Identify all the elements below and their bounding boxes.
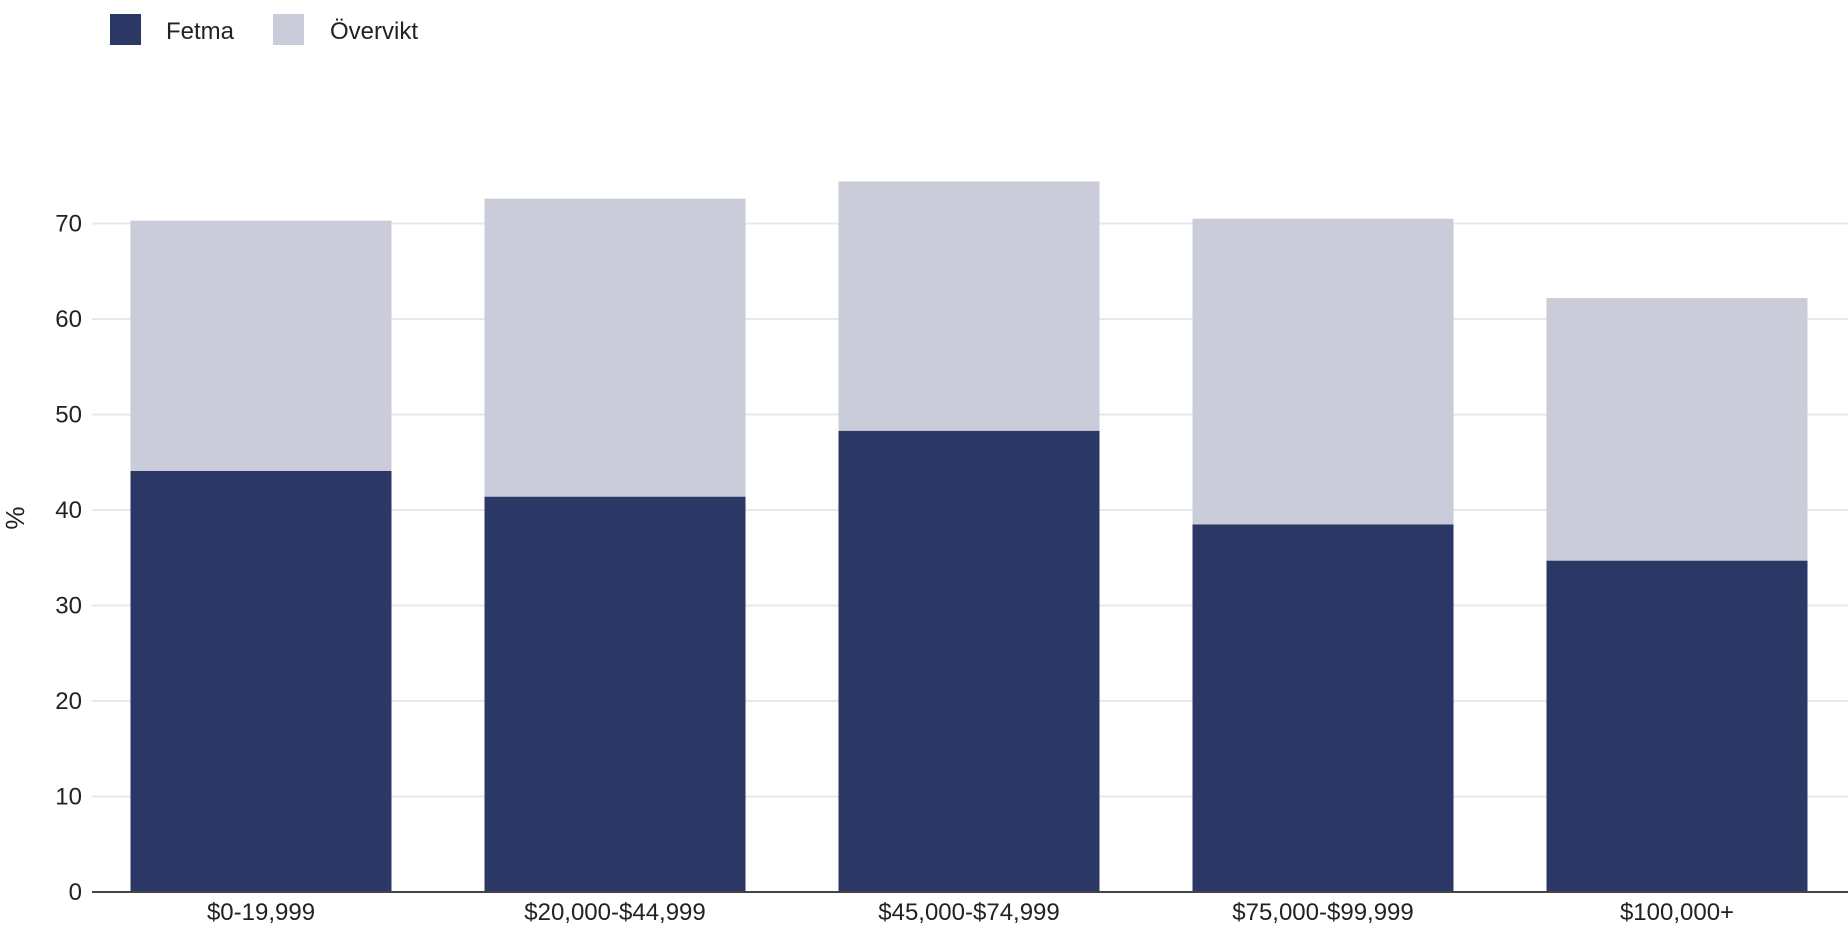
bar-overvikt	[1192, 218, 1454, 525]
bar-overvikt	[484, 198, 746, 497]
legend: Fetma Övervikt	[110, 14, 418, 45]
legend-swatch-overvikt	[273, 14, 304, 45]
x-tick-label: $0-19,999	[207, 899, 315, 926]
x-tick-label: $45,000-$74,999	[878, 899, 1060, 926]
bar-fetma	[484, 496, 746, 892]
bar-overvikt	[1546, 297, 1808, 561]
bar-fetma	[130, 470, 392, 892]
x-tick-labels: $0-19,999 $20,000-$44,999 $45,000-$74,999 $…	[207, 899, 1734, 926]
y-tick-label: 70	[55, 211, 82, 238]
bar-fetma	[1546, 560, 1808, 892]
legend-label-fetma: Fetma	[166, 18, 235, 45]
y-tick-label: 60	[55, 306, 82, 333]
bar-overvikt	[838, 181, 1100, 431]
y-tick-label: 20	[55, 688, 82, 715]
x-tick-label: $20,000-$44,999	[524, 899, 706, 926]
y-tick-labels: 0 10 20 30 40 50 60 70	[55, 211, 82, 907]
bar-overvikt	[130, 220, 392, 471]
y-tick-label: 50	[55, 402, 82, 429]
legend-label-overvikt: Övervikt	[330, 18, 418, 45]
legend-swatch-fetma	[110, 14, 141, 45]
y-tick-label: 30	[55, 593, 82, 620]
y-tick-label: 10	[55, 784, 82, 811]
y-tick-label: 0	[69, 879, 82, 906]
bar-fetma	[1192, 524, 1454, 892]
x-tick-label: $75,000-$99,999	[1232, 899, 1414, 926]
x-tick-label: $100,000+	[1620, 899, 1734, 926]
bars	[130, 181, 1808, 892]
bar-fetma	[838, 430, 1100, 892]
y-tick-label: 40	[55, 497, 82, 524]
y-axis-label: %	[0, 506, 30, 529]
